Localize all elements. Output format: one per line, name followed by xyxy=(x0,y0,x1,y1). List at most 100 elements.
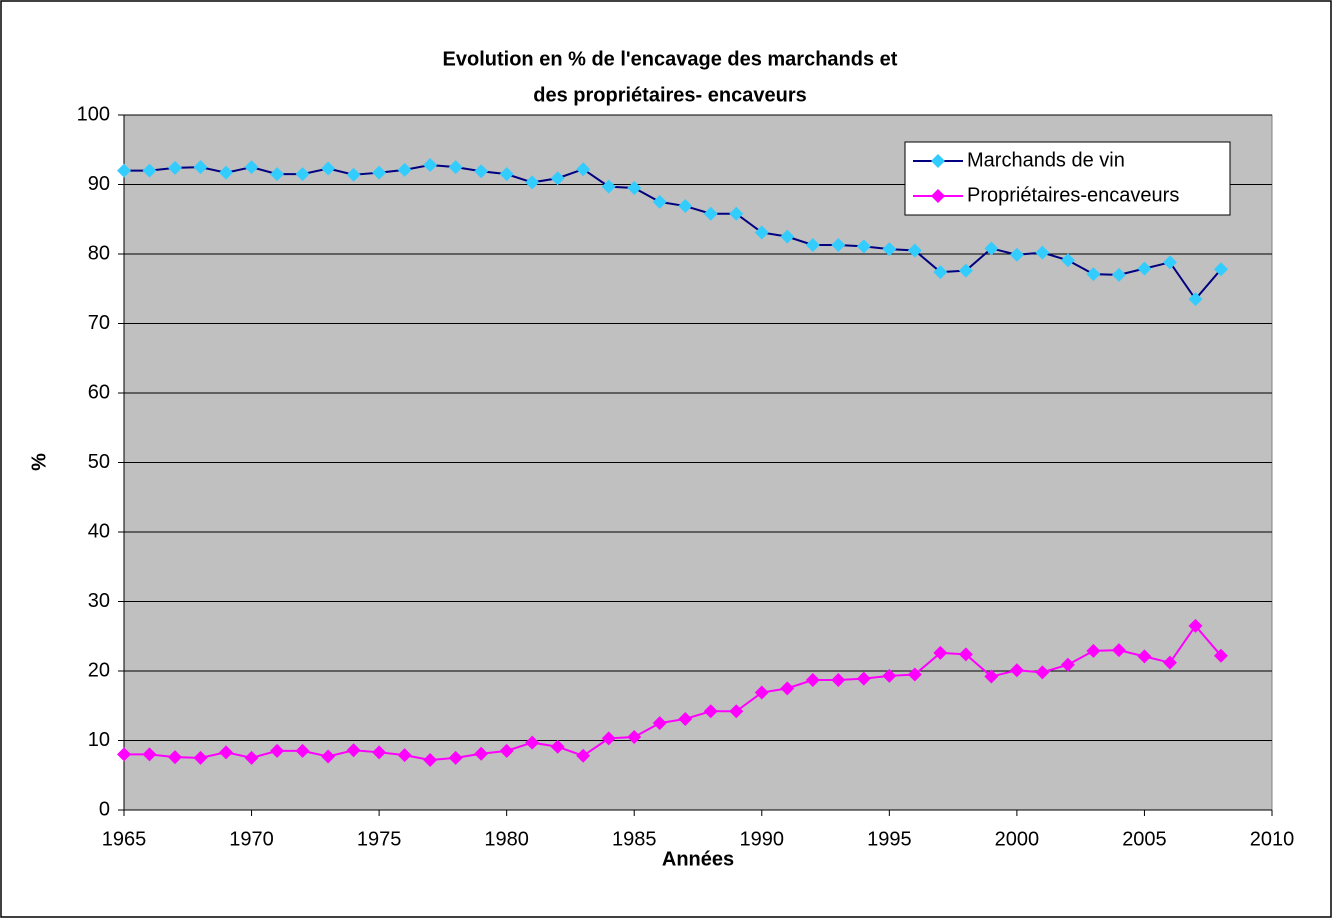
data-point xyxy=(805,237,820,252)
x-tick-label: 1965 xyxy=(102,828,147,850)
y-tick-label: 40 xyxy=(88,520,110,542)
data-point xyxy=(372,745,387,760)
data-point xyxy=(244,160,259,175)
data-point xyxy=(627,730,642,745)
data-point xyxy=(1009,663,1024,678)
data-point xyxy=(423,752,438,767)
y-tick-label: 80 xyxy=(88,242,110,264)
chart-title: des propriétaires- encaveurs xyxy=(533,84,806,106)
data-point xyxy=(117,163,131,178)
data-point xyxy=(576,162,591,177)
data-point xyxy=(933,265,948,280)
y-tick-label: 20 xyxy=(88,659,110,681)
data-point xyxy=(219,745,234,760)
data-point xyxy=(601,179,616,194)
y-tick-label: 0 xyxy=(99,798,110,820)
chart-title: Evolution en % de l'encavage des marchan… xyxy=(443,48,898,70)
data-point xyxy=(1060,657,1075,672)
data-point xyxy=(601,731,616,746)
x-tick-label: 1990 xyxy=(740,828,785,850)
data-point xyxy=(346,743,361,758)
data-point xyxy=(856,239,871,254)
x-tick-label: 2010 xyxy=(1250,828,1295,850)
data-point xyxy=(295,743,310,758)
data-point xyxy=(423,158,438,173)
data-point xyxy=(1086,643,1101,658)
data-point xyxy=(678,199,693,214)
x-tick-label: 1975 xyxy=(357,828,402,850)
data-point xyxy=(142,747,157,762)
data-point xyxy=(1162,255,1177,270)
data-point xyxy=(397,162,412,177)
data-point xyxy=(1111,267,1126,282)
data-point xyxy=(550,739,565,754)
data-point xyxy=(474,746,489,761)
data-point xyxy=(703,704,718,719)
data-point xyxy=(1137,649,1152,664)
data-point xyxy=(984,241,999,256)
data-point xyxy=(678,711,693,726)
data-point xyxy=(780,229,795,244)
legend-label: Marchands de vin xyxy=(967,149,1125,171)
data-point xyxy=(882,242,897,257)
legend-marker xyxy=(931,189,945,203)
data-point xyxy=(1137,261,1152,276)
data-point xyxy=(1009,247,1024,262)
data-point xyxy=(1188,618,1203,633)
data-point xyxy=(831,237,846,252)
data-point xyxy=(448,750,463,765)
data-point xyxy=(627,180,642,195)
legend-marker xyxy=(931,154,945,168)
data-point xyxy=(346,167,361,182)
data-point xyxy=(295,167,310,182)
data-point xyxy=(933,645,948,660)
data-point xyxy=(321,749,336,764)
x-tick-label: 1985 xyxy=(612,828,657,850)
data-point xyxy=(958,647,973,662)
y-tick-label: 10 xyxy=(88,729,110,751)
data-point xyxy=(321,161,336,176)
y-tick-label: 50 xyxy=(88,451,110,473)
y-tick-label: 30 xyxy=(88,590,110,612)
data-point xyxy=(729,704,744,719)
data-point xyxy=(729,206,744,221)
data-point xyxy=(907,667,922,682)
data-point xyxy=(1035,665,1050,680)
data-point xyxy=(219,165,234,180)
x-tick-label: 2005 xyxy=(1122,828,1167,850)
data-point xyxy=(1086,267,1101,282)
data-point xyxy=(270,743,285,758)
data-point xyxy=(142,163,157,178)
x-tick-label: 2000 xyxy=(995,828,1040,850)
y-tick-label: 70 xyxy=(88,312,110,334)
data-point xyxy=(168,750,183,765)
data-point xyxy=(576,748,591,763)
y-tick-label: 100 xyxy=(77,103,110,125)
data-point xyxy=(1035,245,1050,260)
data-point xyxy=(703,206,718,221)
data-point xyxy=(397,748,412,763)
y-tick-label: 60 xyxy=(88,381,110,403)
data-point xyxy=(525,735,540,750)
data-point xyxy=(193,160,208,175)
data-point xyxy=(780,681,795,696)
legend-box xyxy=(904,141,1231,216)
data-point xyxy=(244,750,259,765)
data-point xyxy=(984,669,999,684)
data-point xyxy=(1111,643,1126,658)
data-point xyxy=(474,164,489,179)
data-point xyxy=(652,716,667,731)
data-point xyxy=(372,165,387,180)
data-point xyxy=(831,673,846,688)
data-point xyxy=(1188,292,1203,307)
data-point xyxy=(882,668,897,683)
x-tick-label: 1970 xyxy=(229,828,274,850)
data-point xyxy=(550,171,565,186)
legend-label: Propriétaires-encaveurs xyxy=(967,184,1179,206)
y-axis-label: % xyxy=(28,453,50,471)
data-point xyxy=(754,225,769,240)
data-point xyxy=(1060,253,1075,268)
data-point xyxy=(805,673,820,688)
data-point xyxy=(525,175,540,190)
